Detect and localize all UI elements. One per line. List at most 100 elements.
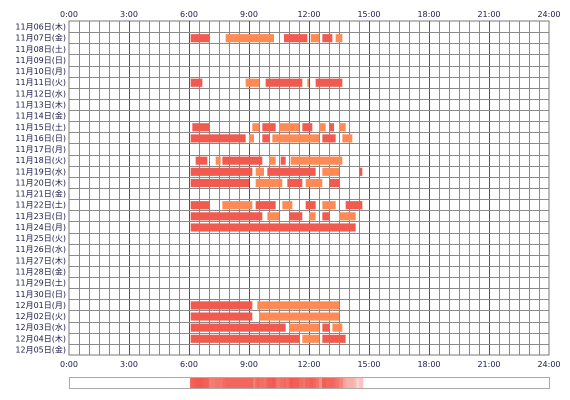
density-cell [195, 378, 197, 388]
density-cell [240, 378, 242, 388]
density-cell [242, 378, 244, 388]
density-cell [339, 378, 341, 388]
density-cell [252, 378, 254, 388]
activity-bar [267, 167, 316, 176]
density-cell [340, 378, 342, 388]
day-label: 11月24日(月) [15, 223, 66, 232]
density-cell [344, 378, 346, 388]
density-cell [294, 378, 296, 388]
day-label: 11月06日(木) [15, 22, 66, 32]
density-cell [197, 378, 199, 388]
day-label: 12月03日(水) [15, 322, 66, 332]
density-cell [255, 378, 257, 388]
density-strip [69, 377, 550, 389]
density-cell [335, 378, 337, 388]
density-cell [227, 378, 229, 388]
density-cell [353, 378, 355, 388]
activity-bar [192, 123, 209, 132]
density-cell [322, 378, 324, 388]
density-cell [297, 378, 299, 388]
density-cell [320, 378, 322, 388]
activity-bar [257, 301, 339, 310]
density-cell [356, 378, 358, 388]
density-cell [288, 378, 290, 388]
density-cell [278, 378, 280, 388]
density-cell [221, 378, 223, 388]
density-cell [190, 378, 192, 388]
density-cell [345, 378, 347, 388]
day-label: 11月28日(金) [15, 267, 66, 277]
x-tick-label: 15:00 [357, 360, 380, 369]
density-cell [226, 378, 228, 388]
activity-bar [255, 167, 264, 176]
density-cell [264, 378, 266, 388]
density-cell [260, 378, 262, 388]
density-cell [328, 378, 330, 388]
x-tick-label: 0:00 [60, 10, 78, 19]
day-label: 11月21日(金) [15, 189, 66, 199]
activity-bar [345, 201, 363, 210]
activity-bar [269, 156, 276, 165]
day-label: 11月07日(金) [15, 33, 66, 43]
density-cell [220, 378, 222, 388]
day-label: 12月01日(月) [15, 301, 66, 310]
activity-bar [309, 212, 316, 221]
density-cell [259, 378, 261, 388]
density-cell [304, 378, 306, 388]
day-label: 11月14日(金) [15, 111, 66, 121]
density-cell [279, 378, 281, 388]
density-cell [334, 378, 336, 388]
activity-bar [307, 78, 309, 87]
density-cell [352, 378, 354, 388]
density-cell [272, 378, 274, 388]
activity-bar [302, 334, 319, 343]
density-cell [277, 378, 279, 388]
activity-bar [290, 156, 343, 165]
density-cell [338, 378, 340, 388]
density-cell [362, 378, 364, 388]
activity-bar [289, 212, 303, 221]
activity-bar [305, 201, 316, 210]
density-cell [282, 378, 284, 388]
density-cell [317, 378, 319, 388]
x-tick-label: 6:00 [180, 360, 198, 369]
density-cell [346, 378, 348, 388]
density-cell [305, 378, 307, 388]
density-cell [192, 378, 194, 388]
x-tick-label: 24:00 [537, 360, 560, 369]
activity-bar [190, 78, 203, 87]
density-cell [244, 378, 246, 388]
density-cell [351, 378, 353, 388]
day-label: 11月08日(土) [15, 44, 66, 54]
activity-bar [190, 301, 253, 310]
activity-bar [267, 212, 279, 221]
density-cell [358, 378, 360, 388]
day-label: 12月04日(木) [15, 333, 66, 343]
day-label: 11月27日(木) [15, 255, 66, 265]
density-cell [280, 378, 282, 388]
day-label: 12月05日(金) [15, 344, 66, 354]
day-label: 11月29日(土) [15, 278, 66, 288]
density-cell [200, 378, 202, 388]
activity-bar [272, 134, 319, 143]
day-label: 11月23日(日) [15, 212, 66, 221]
density-cell [207, 378, 209, 388]
x-tick-label: 15:00 [357, 10, 380, 19]
x-tick-label: 12:00 [297, 10, 320, 19]
density-cell [298, 378, 300, 388]
density-cell [273, 378, 275, 388]
activity-bar [359, 167, 363, 176]
activity-bar [287, 178, 303, 187]
density-cell [285, 378, 287, 388]
density-cell [301, 378, 303, 388]
density-cell [359, 378, 361, 388]
activity-bar [322, 167, 339, 176]
activity-bar [190, 34, 209, 43]
density-cell [251, 378, 253, 388]
x-tick-label: 24:00 [537, 10, 560, 19]
density-cell [275, 378, 277, 388]
density-cell [276, 378, 278, 388]
density-cell [343, 378, 345, 388]
density-cell [331, 378, 333, 388]
density-cell [314, 378, 316, 388]
